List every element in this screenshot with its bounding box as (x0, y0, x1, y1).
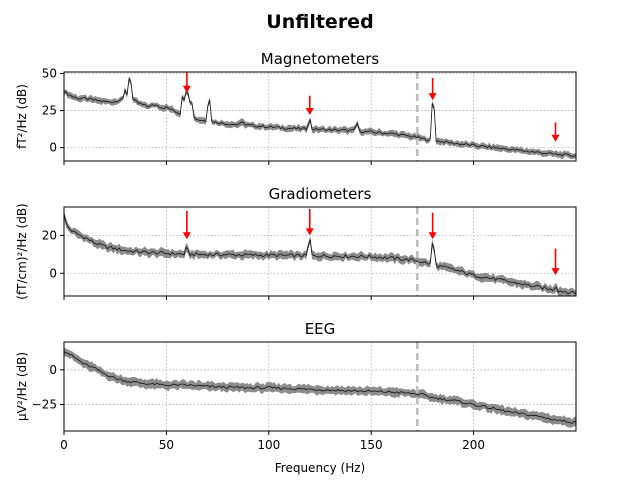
series-line (64, 213, 576, 295)
axes-frame (63, 341, 577, 432)
y-axis-label: μV²/Hz (dB) (15, 352, 29, 421)
y-tick-label: 20 (42, 228, 57, 242)
y-tick-label: 0 (49, 363, 57, 377)
y-tick-label: −25 (32, 398, 57, 412)
x-tick-label: 150 (360, 438, 383, 452)
peak-arrow (182, 72, 191, 93)
series-band (64, 210, 576, 296)
y-tick-label: 0 (49, 141, 57, 155)
y-tick-label: 0 (49, 266, 57, 280)
y-axis-label: fT²/Hz (dB) (15, 84, 29, 149)
series-band (64, 346, 576, 428)
panel-1: 0 25 50 Magnetometers fT²/Hz (dB) (15, 50, 577, 165)
panel-title: EEG (305, 320, 336, 338)
peak-arrow (428, 212, 437, 240)
plot-area (64, 346, 576, 428)
series-line (64, 77, 576, 157)
plot-area (64, 210, 576, 296)
panel-2: 0 20 Gradiometers (fT/cm)²/Hz (dB) (15, 185, 577, 300)
y-tick-label: 50 (42, 66, 57, 80)
peak-arrow-head (428, 232, 437, 240)
peak-arrow (182, 210, 191, 240)
x-tick-label: 200 (462, 438, 485, 452)
series-line (64, 351, 576, 424)
peak-arrow-head (551, 134, 560, 142)
peak-arrow-head (305, 228, 314, 236)
peak-arrow-head (551, 268, 560, 276)
peak-arrow (551, 122, 560, 142)
peak-arrow (305, 208, 314, 236)
peak-arrow-head (428, 93, 437, 101)
axes-frame (63, 206, 577, 297)
peak-arrow (305, 95, 314, 116)
peak-arrow-head (182, 85, 191, 93)
x-tick-label: 0 (60, 438, 68, 452)
peak-arrow (428, 77, 437, 101)
y-tick-label: 25 (42, 104, 57, 118)
axes-frame (63, 71, 577, 162)
series-band (64, 76, 576, 160)
x-tick-label: 50 (159, 438, 174, 452)
panel-title: Gradiometers (269, 185, 372, 203)
plot-area (64, 76, 576, 160)
peak-arrow-head (182, 232, 191, 240)
peak-arrow-head (305, 108, 314, 116)
y-axis-label: (fT/cm)²/Hz (dB) (15, 203, 29, 299)
panel-title: Magnetometers (261, 50, 380, 68)
x-tick-label: 100 (257, 438, 280, 452)
panel-3: 0 −25 0 50 100 150 200 EEG μV²/Hz (dB) (15, 320, 577, 452)
peak-arrow (551, 248, 560, 276)
figure-title: Unfiltered (266, 11, 373, 33)
x-axis-label: Frequency (Hz) (275, 461, 366, 475)
